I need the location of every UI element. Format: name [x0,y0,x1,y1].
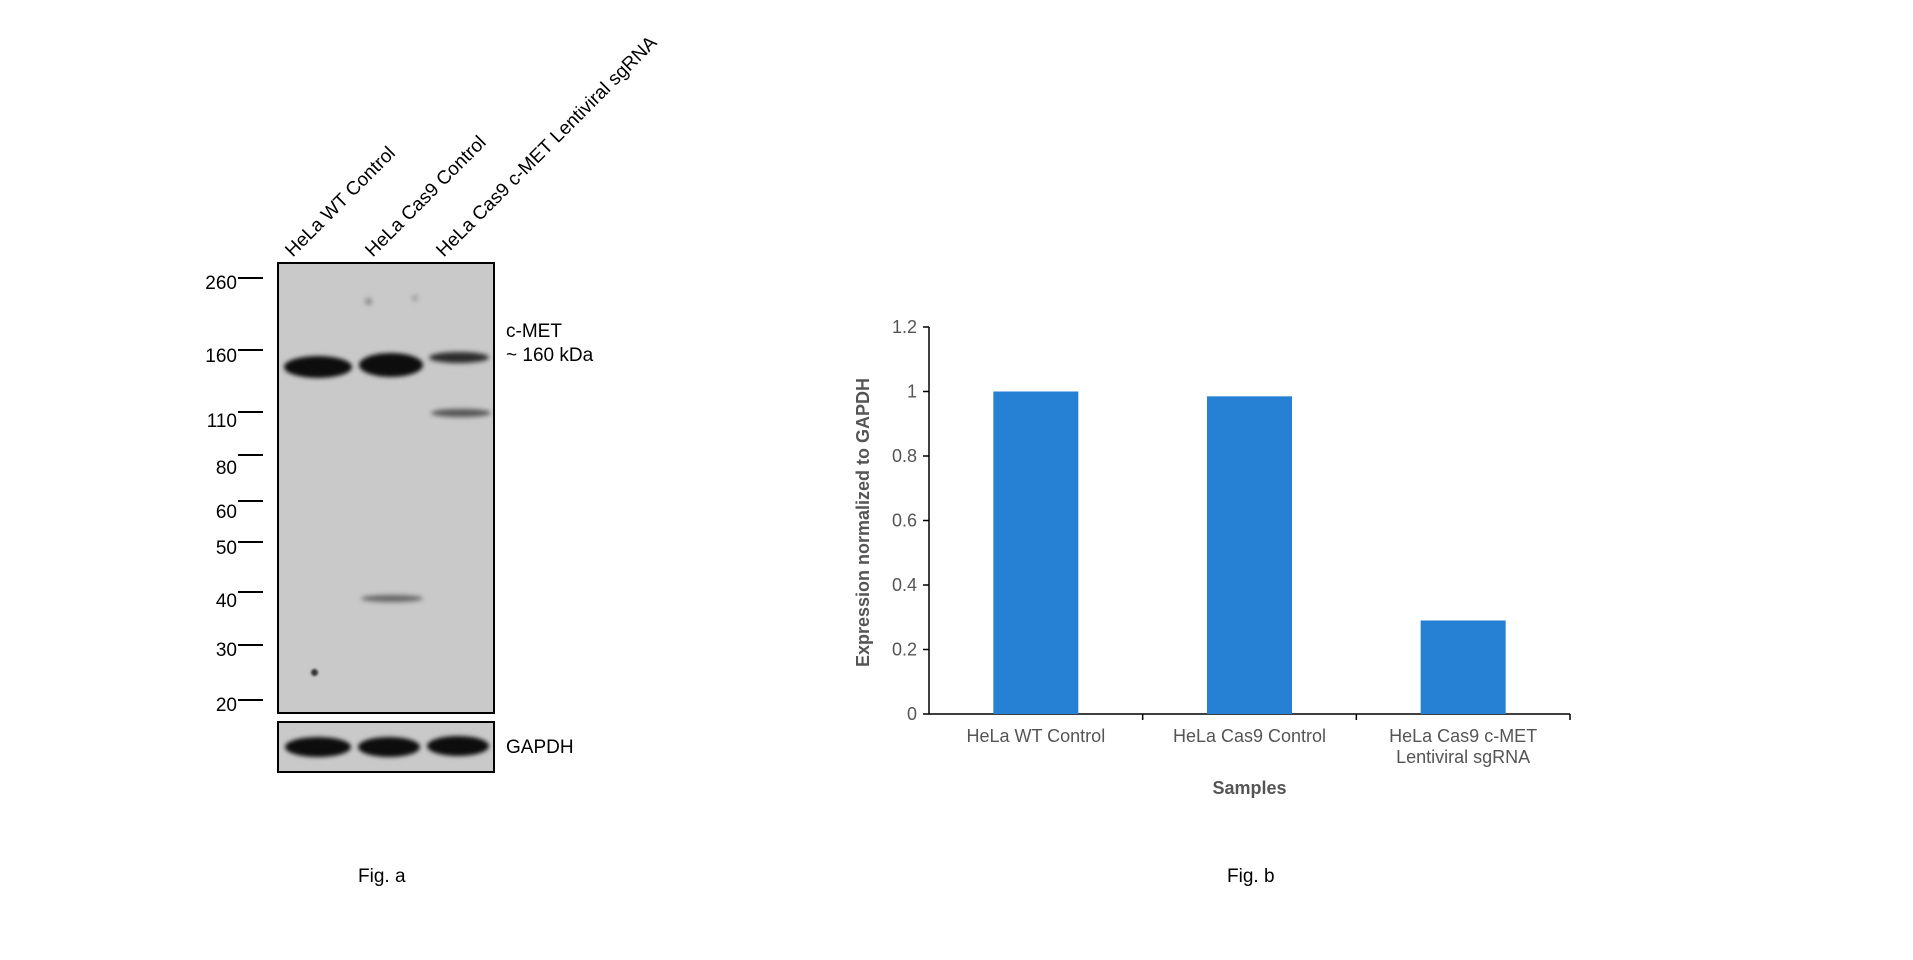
y-tick-label: 0.4 [892,575,917,595]
mw-tick [238,500,263,502]
spot [365,298,372,305]
band-lower-lane-3 [431,409,491,417]
band-cmet-lane-1 [284,356,352,378]
x-tick-label: HeLa Cas9 c-MET [1389,726,1537,746]
figure-b-caption: Fig. b [1227,866,1275,887]
band-40kda-lane-2 [361,595,423,602]
mw-tick [238,411,263,413]
mw-tick [238,454,263,456]
bar-chart: 0 0.2 0.4 0.6 0.8 1 1.2 HeLa WT Control HeLa Cas… [853,317,1571,798]
x-tick-label: HeLa WT Control [966,726,1105,746]
bar [1207,396,1292,714]
target-protein-label: c-MET [506,321,562,342]
mw-label: 40 [215,591,237,612]
x-tick-label: Lentiviral sgRNA [1396,747,1530,767]
band-cmet-lane-3 [429,352,489,363]
x-axis-title: Samples [1212,778,1286,798]
mw-tick [238,644,263,646]
mw-label: 60 [215,502,237,523]
loading-control-label: GAPDH [506,737,574,758]
figure-a-caption: Fig. a [358,866,406,887]
blot-panel-gapdh [277,721,495,773]
mw-tick [238,699,263,701]
bar [1420,620,1506,714]
mw-label: 160 [205,346,237,367]
x-tick-label: HeLa Cas9 Control [1173,726,1326,746]
bar [993,391,1079,714]
mw-label: 50 [215,538,237,559]
mw-label: 110 [206,411,237,432]
y-tick-label: 0.6 [892,511,917,531]
y-tick-label: 0 [907,704,917,724]
band-gapdh-lane-3 [427,736,489,756]
y-tick-label: 0.8 [892,446,917,466]
mw-label: 30 [215,640,237,661]
y-tick-label: 1 [907,382,917,402]
band-cmet-lane-2 [359,353,423,377]
band-gapdh-lane-2 [358,737,420,757]
mw-tick [238,541,263,543]
y-tick-label: 0.2 [892,640,917,660]
mw-label: 20 [215,695,237,716]
mw-tick [238,277,263,279]
spot [311,669,318,676]
mw-label: 80 [215,458,237,479]
y-tick-label: 1.2 [892,317,917,337]
y-axis-title: Expression normalized to GAPDH [853,378,873,667]
band-gapdh-lane-1 [285,737,351,757]
target-size-label: ~ 160 kDa [506,345,594,366]
mw-tick [238,349,263,351]
blot-panel-cmet [277,262,495,714]
spot [412,295,418,301]
mw-tick [238,591,263,593]
mw-label: 260 [205,273,237,294]
